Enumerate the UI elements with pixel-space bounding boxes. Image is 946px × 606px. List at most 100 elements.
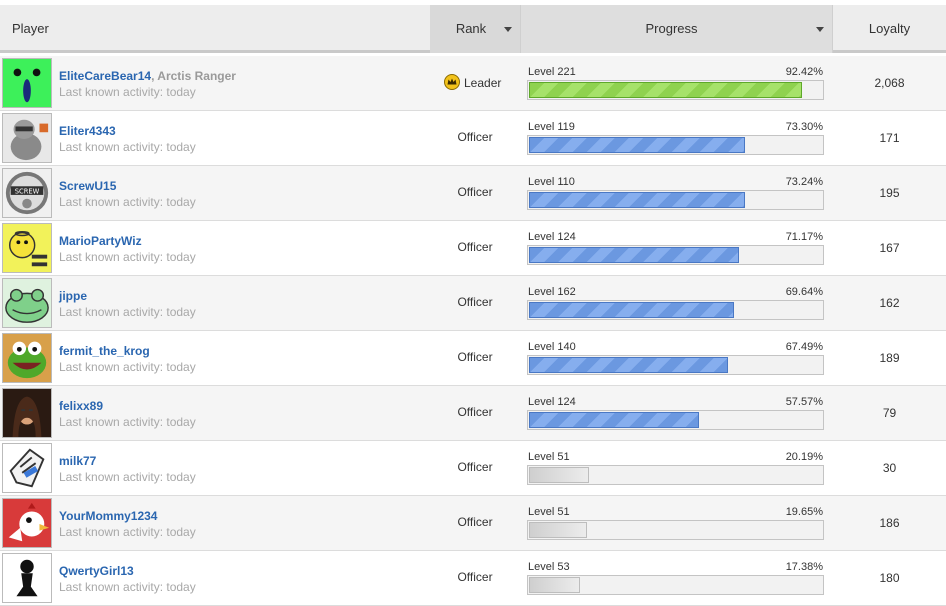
progress-bar-fill xyxy=(529,247,739,263)
last-activity: Last known activity: today xyxy=(59,305,196,319)
table-row: felixx89 Last known activity: today Offi… xyxy=(0,386,946,441)
rank-cell: Officer xyxy=(430,570,520,584)
rank-cell: Leader xyxy=(430,74,520,90)
avatar[interactable]: SCREW xyxy=(2,168,52,218)
progress-percent: 57.57% xyxy=(785,396,823,408)
rank-label: Officer xyxy=(457,295,493,309)
loyalty-value: 180 xyxy=(879,571,900,585)
table-row: fermit_the_krog Last known activity: tod… xyxy=(0,331,946,386)
progress-percent: 67.49% xyxy=(785,341,823,353)
level-label: Level 124 xyxy=(528,231,576,243)
level-label: Level 221 xyxy=(528,66,576,78)
column-header-player[interactable]: Player xyxy=(12,21,49,36)
column-header-progress-label: Progress xyxy=(645,21,698,36)
column-header-loyalty[interactable]: Loyalty xyxy=(868,21,911,36)
player-name-line: ScrewU15 xyxy=(59,179,116,193)
player-name-line: milk77 xyxy=(59,454,96,468)
last-activity: Last known activity: today xyxy=(59,525,196,539)
progress-bar xyxy=(527,575,824,595)
level-label: Level 110 xyxy=(528,176,575,188)
player-name-link[interactable]: EliteCareBear14 xyxy=(59,69,152,83)
green-alien-icon xyxy=(3,59,51,107)
player-name-line: fermit_the_krog xyxy=(59,344,150,358)
player-name-link[interactable]: Eliter4343 xyxy=(59,124,116,138)
loyalty-value: 171 xyxy=(879,131,900,145)
last-activity: Last known activity: today xyxy=(59,360,196,374)
progress-bar-fill xyxy=(529,357,728,373)
avatar[interactable] xyxy=(2,553,52,603)
table-row: QwertyGirl13 Last known activity: today … xyxy=(0,551,946,606)
progress-bar xyxy=(527,245,824,265)
rank-label: Officer xyxy=(457,405,493,419)
player-name-link[interactable]: MarioPartyWiz xyxy=(59,234,142,248)
rank-cell: Officer xyxy=(430,515,520,529)
column-header-progress[interactable]: Progress xyxy=(520,5,833,53)
rank-cell: Officer xyxy=(430,185,520,199)
player-name-link[interactable]: jippe xyxy=(59,289,88,303)
progress-percent: 71.17% xyxy=(785,231,823,243)
progress-bar-fill xyxy=(529,302,734,318)
level-label: Level 51 xyxy=(528,451,570,463)
table-row: milk77 Last known activity: today Office… xyxy=(0,441,946,496)
progress-percent: 73.30% xyxy=(785,121,823,133)
avatar[interactable] xyxy=(2,223,52,273)
progress-bar-fill xyxy=(529,137,745,153)
svg-text:SCREW: SCREW xyxy=(15,187,40,195)
avatar[interactable] xyxy=(2,278,52,328)
column-header-rank[interactable]: Rank xyxy=(430,5,520,53)
progress-bar xyxy=(527,410,824,430)
progress-percent: 19.65% xyxy=(785,506,823,518)
loyalty-value: 167 xyxy=(879,241,900,255)
player-name-line: jippe xyxy=(59,289,87,303)
player-name-link[interactable]: QwertyGirl13 xyxy=(59,564,134,578)
loyalty-value: 189 xyxy=(879,351,900,365)
level-label: Level 124 xyxy=(528,396,576,408)
progress-bar xyxy=(527,135,824,155)
progress-percent: 69.64% xyxy=(785,286,823,298)
column-header-rank-label: Rank xyxy=(455,21,487,36)
loyalty-value: 195 xyxy=(879,186,900,200)
table-row: jippe Last known activity: today Officer… xyxy=(0,276,946,331)
last-activity: Last known activity: today xyxy=(59,470,196,484)
last-activity: Last known activity: today xyxy=(59,580,196,594)
rank-cell: Officer xyxy=(430,460,520,474)
level-label: Level 51 xyxy=(528,506,570,518)
waving-hand-icon xyxy=(3,444,51,492)
avatar[interactable] xyxy=(2,443,52,493)
last-activity: Last known activity: today xyxy=(59,250,196,264)
sort-caret-icon xyxy=(504,27,512,32)
player-name-link[interactable]: ScrewU15 xyxy=(59,179,117,193)
avatar[interactable] xyxy=(2,388,52,438)
progress-percent: 20.19% xyxy=(785,451,823,463)
player-name-line: Eliter4343 xyxy=(59,124,116,138)
level-label: Level 140 xyxy=(528,341,576,353)
level-label: Level 53 xyxy=(528,561,570,573)
rank-cell: Officer xyxy=(430,130,520,144)
player-name-link[interactable]: felixx89 xyxy=(59,399,104,413)
avatar[interactable] xyxy=(2,333,52,383)
avatar[interactable] xyxy=(2,498,52,548)
progress-bar-fill xyxy=(529,192,745,208)
player-name-link[interactable]: YourMommy1234 xyxy=(59,509,158,523)
table-row: MarioPartyWiz Last known activity: today… xyxy=(0,221,946,276)
sort-caret-icon xyxy=(816,27,824,32)
player-name-link[interactable]: fermit_the_krog xyxy=(59,344,150,358)
kermit-frog-icon xyxy=(3,334,51,382)
level-label: Level 162 xyxy=(528,286,576,298)
chess-pawn-icon xyxy=(3,554,51,602)
rank-cell: Officer xyxy=(430,350,520,364)
table-body: EliteCareBear14, Arctis Ranger Last know… xyxy=(0,56,946,606)
loyalty-value: 2,068 xyxy=(874,76,905,90)
last-activity: Last known activity: today xyxy=(59,140,196,154)
rank-label: Officer xyxy=(457,460,493,474)
progress-bar xyxy=(527,190,824,210)
player-name-link[interactable]: milk77 xyxy=(59,454,97,468)
player-name-line: felixx89 xyxy=(59,399,103,413)
avatar[interactable] xyxy=(2,113,52,163)
loyalty-value: 162 xyxy=(879,296,900,310)
red-chicken-icon xyxy=(3,499,51,547)
avatar[interactable] xyxy=(2,58,52,108)
rank-cell: Officer xyxy=(430,405,520,419)
green-frog-icon xyxy=(3,279,51,327)
